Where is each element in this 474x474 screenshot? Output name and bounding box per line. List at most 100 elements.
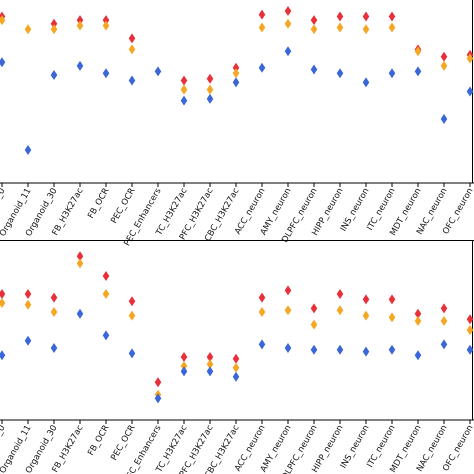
point-orange-Organoid_0 (0, 298, 6, 308)
point-orange-TC_H3K27ac (180, 84, 188, 95)
point-red-ACC_neuron (258, 292, 266, 303)
point-red-ITC_neuron (388, 11, 396, 22)
point-orange-INS_neuron (362, 24, 370, 35)
point-orange-Organoid_0 (0, 15, 6, 26)
point-blue-Organoid_0 (0, 57, 6, 68)
point-blue-ITC_neuron (388, 68, 396, 79)
point-orange-NAC_neuron (440, 60, 448, 71)
point-blue-HIPP_neuron (336, 344, 344, 355)
point-blue-MDT_neuron (414, 66, 422, 77)
point-blue-OFC_neuron (466, 86, 474, 97)
point-blue-Organoid_11 (24, 335, 32, 346)
point-red-FB_H3K27ac (76, 251, 84, 262)
point-blue-Organoid_11 (24, 145, 32, 156)
point-orange-MDT_neuron (414, 46, 422, 57)
point-orange-CBC_H3K27ac (232, 68, 240, 79)
point-blue-HIPP_neuron (336, 68, 344, 79)
point-orange-FB_H3K27ac (76, 20, 84, 31)
point-orange-DLPFC_neuron (310, 319, 318, 330)
point-blue-FB_H3K27ac (76, 308, 84, 319)
point-blue-PEC_Enhancers (154, 66, 162, 77)
point-blue-ACC_neuron (258, 339, 266, 350)
point-orange-ITC_neuron (388, 312, 396, 323)
x-tick-label: PEC_OCR (109, 423, 137, 462)
point-orange-Organoid_11 (24, 299, 32, 310)
point-red-INS_neuron (362, 11, 370, 22)
point-red-Organoid_0 (0, 289, 6, 299)
point-red-ACC_neuron (258, 9, 266, 20)
point-blue-INS_neuron (362, 77, 370, 88)
point-blue-PFC_H3K27ac (206, 93, 214, 104)
point-orange-DLPFC_neuron (310, 24, 318, 35)
point-blue-CBC_H3K27ac (232, 77, 240, 88)
x-tick-label: PEC_OCR (109, 186, 137, 225)
point-blue-AMY_neuron (284, 46, 292, 57)
point-orange-ACC_neuron (258, 307, 266, 317)
point-red-FB_H3K27ac (76, 15, 84, 26)
point-blue-ITC_neuron (388, 344, 396, 355)
point-blue-TC_H3K27ac (180, 95, 188, 106)
point-blue-PEC_OCR (128, 75, 136, 86)
point-blue-NAC_neuron (440, 113, 448, 124)
point-orange-FB_OCR (102, 20, 110, 31)
point-orange-FB_OCR (102, 289, 110, 299)
point-red-CBC_H3K27ac (232, 62, 240, 73)
point-blue-CBC_H3K27ac (232, 371, 240, 382)
point-red-MDT_neuron (414, 308, 422, 319)
point-blue-AMY_neuron (284, 343, 292, 353)
point-orange-AMY_neuron (284, 18, 292, 29)
point-blue-ACC_neuron (258, 62, 266, 73)
point-red-CBC_H3K27ac (232, 353, 240, 364)
point-orange-TC_H3K27ac (180, 361, 188, 371)
point-blue-OFC_neuron (466, 344, 474, 355)
point-orange-PFC_H3K27ac (206, 359, 214, 370)
point-red-NAC_neuron (440, 51, 448, 62)
point-blue-Organoid_0 (0, 350, 6, 361)
point-blue-TC_H3K27ac (180, 366, 188, 377)
point-red-FB_OCR (102, 15, 110, 26)
point-orange-PFC_H3K27ac (206, 84, 214, 95)
point-blue-NAC_neuron (440, 339, 448, 350)
point-orange-ACC_neuron (258, 22, 266, 33)
point-blue-MDT_neuron (414, 350, 422, 361)
point-red-Organoid_11 (24, 289, 32, 299)
point-orange-OFC_neuron (466, 53, 474, 64)
point-red-INS_neuron (362, 294, 370, 305)
point-blue-PFC_H3K27ac (206, 366, 214, 377)
point-red-DLPFC_neuron (310, 15, 318, 26)
point-orange-AMY_neuron (284, 305, 292, 316)
point-blue-INS_neuron (362, 346, 370, 357)
point-orange-HIPP_neuron (336, 22, 344, 33)
point-red-HIPP_neuron (336, 11, 344, 22)
point-red-NAC_neuron (440, 303, 448, 314)
point-red-TC_H3K27ac (180, 352, 188, 362)
point-blue-Organoid_30 (50, 343, 58, 353)
point-red-ITC_neuron (388, 294, 396, 305)
point-orange-PEC_OCR (128, 310, 136, 321)
point-orange-MDT_neuron (414, 316, 422, 326)
point-red-Organoid_30 (50, 292, 58, 303)
point-red-PEC_OCR (128, 33, 136, 44)
point-red-AMY_neuron (284, 5, 292, 16)
point-red-HIPP_neuron (336, 289, 344, 299)
point-blue-PEC_Enhancers (154, 393, 162, 404)
point-orange-INS_neuron (362, 310, 370, 321)
point-red-PEC_OCR (128, 296, 136, 307)
bottom-scatter-panel: Organoid_0Organoid_11Organoid_30FB_H3K27… (0, 240, 474, 474)
point-red-FB_OCR (102, 271, 110, 281)
top-scatter-panel: Organoid_0Organoid_11Organoid_30FB_H3K27… (0, 0, 474, 248)
point-blue-FB_OCR (102, 68, 110, 79)
point-orange-FB_H3K27ac (76, 258, 84, 269)
point-red-PFC_H3K27ac (206, 352, 214, 362)
point-blue-PEC_OCR (128, 348, 136, 359)
x-tick-label: FB_OCR (86, 186, 111, 220)
point-blue-DLPFC_neuron (310, 344, 318, 355)
point-orange-Organoid_11 (24, 24, 32, 35)
point-orange-Organoid_30 (50, 24, 58, 35)
point-red-DLPFC_neuron (310, 303, 318, 314)
point-blue-FB_H3K27ac (76, 60, 84, 71)
point-orange-OFC_neuron (466, 325, 474, 335)
point-red-AMY_neuron (284, 285, 292, 296)
point-blue-DLPFC_neuron (310, 64, 318, 75)
